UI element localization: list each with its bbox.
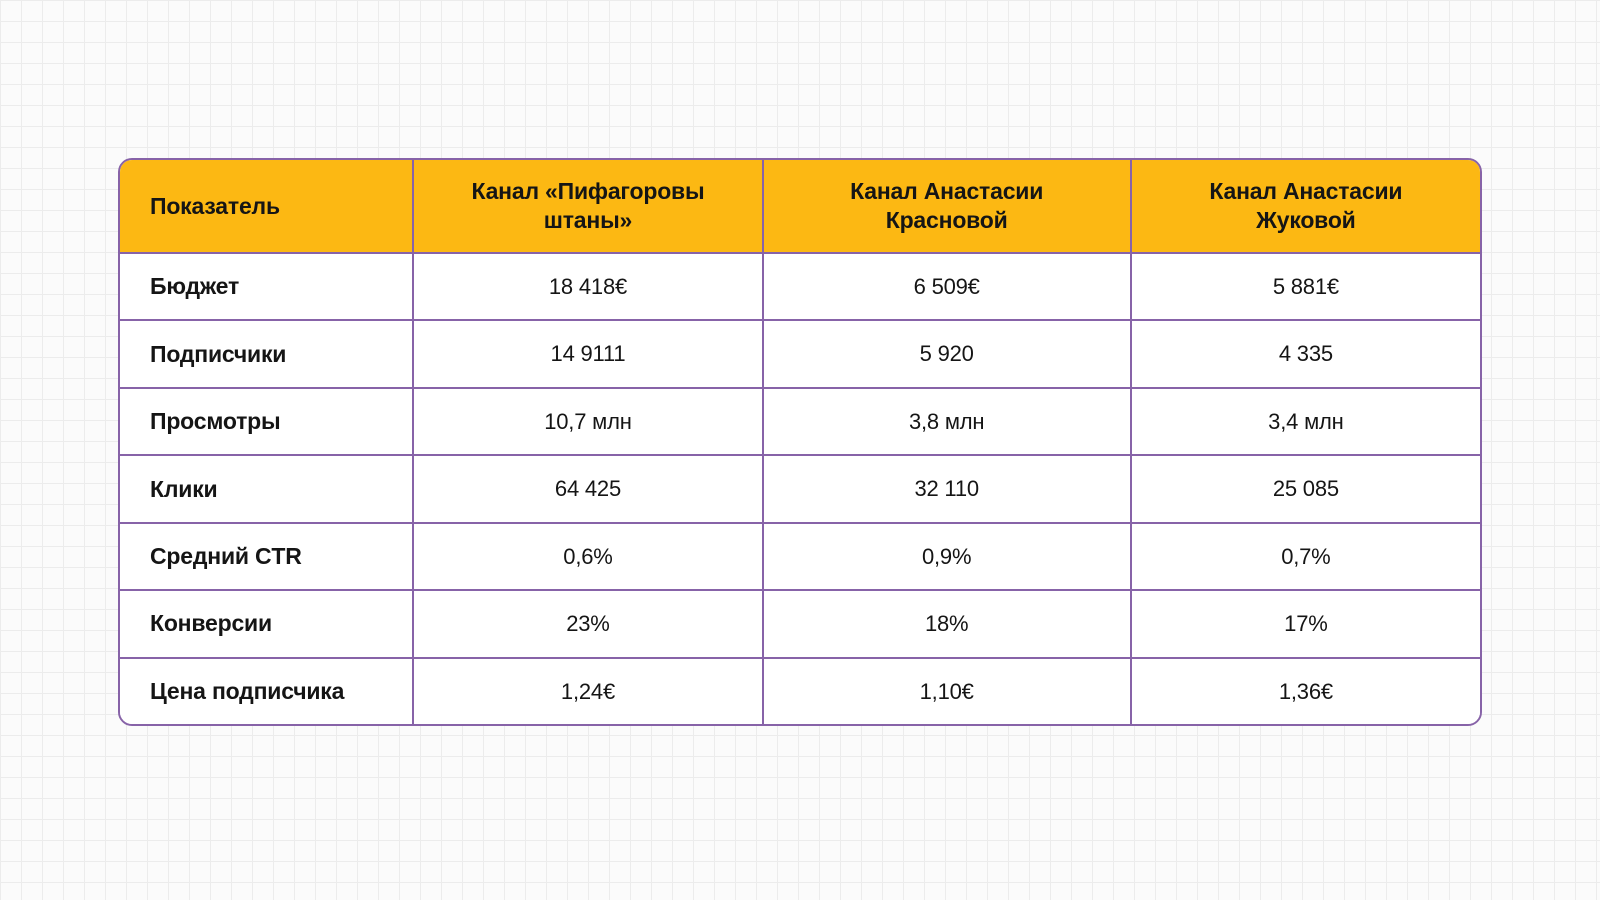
- cell-clicks-krasnova: 32 110: [761, 454, 1130, 522]
- cell-views-pifagorovy: 10,7 млн: [412, 386, 762, 455]
- cell-subscribers-krasnova: 5 920: [761, 319, 1130, 387]
- channel-comparison-table: Показатель Канал «Пифагоровы штаны» Кана…: [118, 158, 1482, 726]
- cell-budget-krasnova: 6 509€: [761, 252, 1130, 320]
- column-header-label: Канал «Пифагоровы штаны»: [471, 178, 705, 233]
- cell-conversions-pifagorovy: 23%: [412, 589, 762, 657]
- cell-views-krasnova: 3,8 млн: [761, 386, 1130, 455]
- cell-ctr-krasnova: 0,9%: [761, 521, 1130, 590]
- row-label-clicks: Клики: [120, 454, 413, 522]
- row-label-subscriber-cost: Цена подписчика: [120, 656, 413, 724]
- column-header-channel-krasnova: Канал Анастасии Красновой: [761, 160, 1130, 252]
- cell-ctr-pifagorovy: 0,6%: [412, 521, 762, 590]
- row-label-views: Просмотры: [120, 386, 413, 455]
- row-label-subscribers: Подписчики: [120, 319, 413, 387]
- column-header-label: Показатель: [150, 192, 280, 219]
- cell-subscribers-pifagorovy: 14 9111: [412, 319, 762, 387]
- cell-budget-pifagorovy: 18 418€: [412, 252, 762, 320]
- column-header-metric: Показатель: [120, 160, 413, 252]
- cell-budget-zhukova: 5 881€: [1129, 252, 1480, 320]
- cell-clicks-pifagorovy: 64 425: [412, 454, 762, 522]
- column-header-label: Канал Анастасии Красновой: [850, 178, 1044, 233]
- cell-cost-zhukova: 1,36€: [1129, 656, 1480, 724]
- cell-cost-pifagorovy: 1,24€: [412, 656, 762, 724]
- column-header-channel-zhukova: Канал Анастасии Жуковой: [1129, 160, 1480, 252]
- cell-subscribers-zhukova: 4 335: [1129, 319, 1480, 387]
- cell-conversions-krasnova: 18%: [761, 589, 1130, 657]
- cell-ctr-zhukova: 0,7%: [1129, 521, 1480, 590]
- cell-conversions-zhukova: 17%: [1129, 589, 1480, 657]
- row-label-avg-ctr: Средний CTR: [120, 521, 413, 590]
- column-header-channel-pifagorovy: Канал «Пифагоровы штаны»: [412, 160, 762, 252]
- cell-cost-krasnova: 1,10€: [761, 656, 1130, 724]
- cell-clicks-zhukova: 25 085: [1129, 454, 1480, 522]
- row-label-budget: Бюджет: [120, 252, 413, 320]
- row-label-conversions: Конверсии: [120, 589, 413, 657]
- cell-views-zhukova: 3,4 млн: [1129, 386, 1480, 455]
- column-header-label: Канал Анастасии Жуковой: [1209, 178, 1403, 233]
